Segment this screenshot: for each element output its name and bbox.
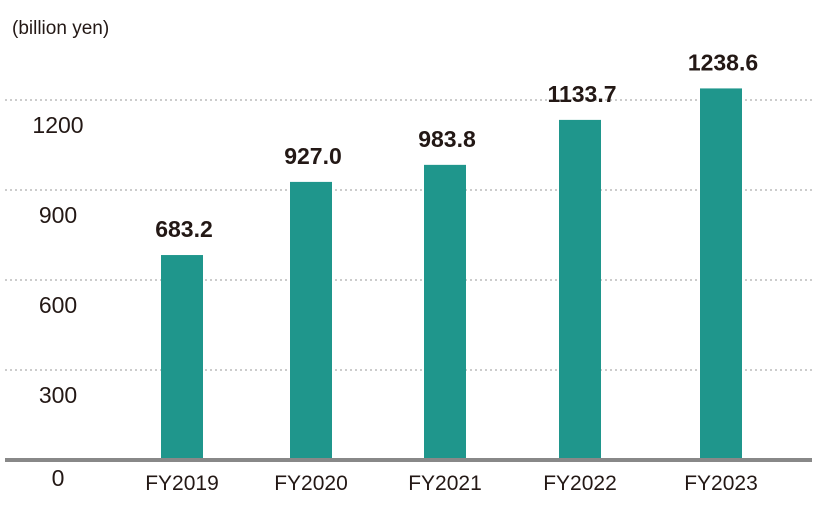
y-tick-label: 600 [39, 292, 77, 318]
x-tick-label: FY2022 [543, 472, 617, 495]
data-label: 1238.6 [688, 49, 758, 75]
bars [161, 88, 742, 461]
x-tick-label: FY2020 [274, 472, 348, 495]
data-labels: 683.2 927.0 983.8 1133.7 1238.6 [155, 49, 758, 242]
y-tick-label: 300 [39, 382, 77, 408]
y-tick-label: 1200 [32, 112, 83, 138]
y-tick-label: 0 [52, 465, 65, 491]
x-tick-labels: FY2019 FY2020 FY2021 FY2022 FY2023 [145, 472, 758, 495]
gridlines [5, 99, 812, 371]
y-tick-labels: 0 300 600 900 1200 [32, 112, 83, 491]
bar [424, 164, 466, 461]
unit-label: (billion yen) [12, 18, 109, 39]
bar [559, 119, 601, 460]
x-tick-label: FY2021 [408, 472, 482, 495]
data-label: 927.0 [284, 143, 342, 169]
bar [161, 255, 203, 460]
y-tick-label: 900 [39, 202, 77, 228]
data-label: 983.8 [418, 126, 476, 152]
x-tick-label: FY2019 [145, 472, 219, 495]
bar [700, 88, 742, 461]
x-tick-label: FY2023 [684, 472, 758, 495]
data-label: 683.2 [155, 216, 213, 242]
bar [290, 181, 332, 460]
data-label: 1133.7 [547, 81, 616, 107]
